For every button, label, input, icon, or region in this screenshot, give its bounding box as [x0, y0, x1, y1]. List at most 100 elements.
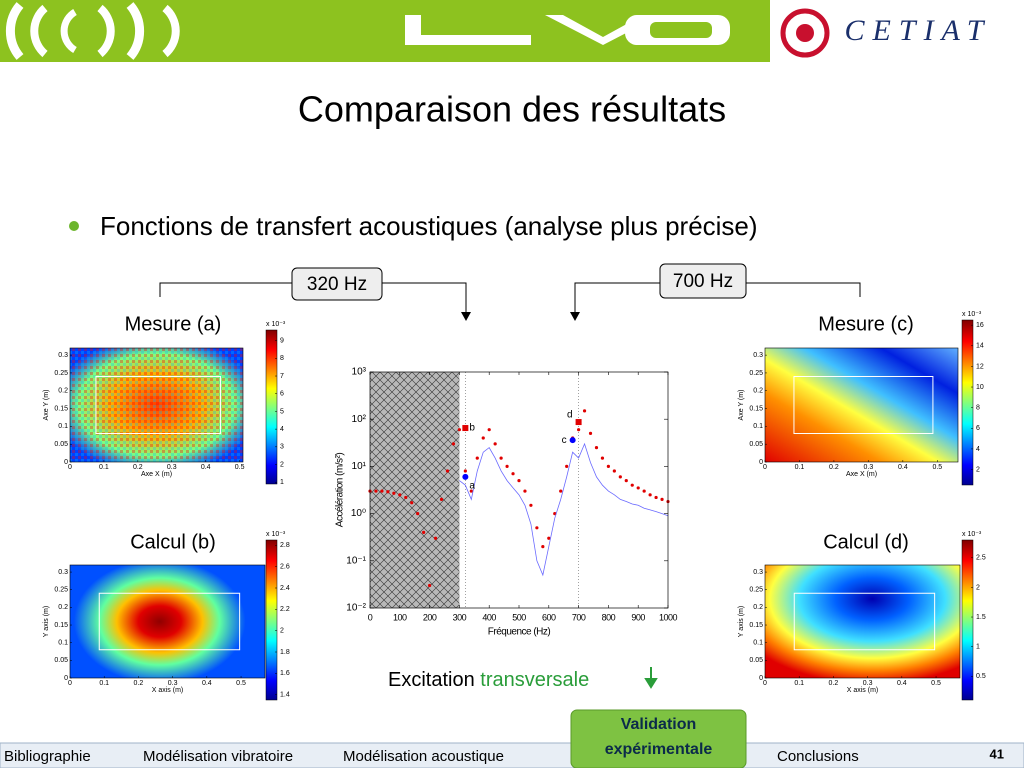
data-point [577, 428, 581, 432]
y-axis-label: Accélération (m/s²) [335, 453, 346, 528]
x-tick-label: 0.4 [201, 464, 211, 471]
x-tick-label: 200 [423, 612, 437, 622]
y-tick-label: 0.2 [753, 388, 763, 395]
plot-frame [69, 347, 244, 463]
marker-brackets [159, 282, 861, 312]
x-tick-label: 1000 [659, 612, 678, 622]
page-number: 41 [990, 746, 1004, 761]
colorbar-tick-label: 1 [280, 479, 284, 486]
nav-item[interactable]: Modélisation vibratoire [143, 748, 293, 765]
y-tick-label: 0.2 [58, 388, 68, 395]
colorbar-tick-label: 2.8 [280, 542, 290, 549]
colorbar-tick-label: 12 [976, 363, 984, 370]
data-point [463, 469, 467, 473]
data-point [654, 495, 658, 500]
data-point [660, 497, 664, 501]
colorbar [265, 539, 278, 701]
data-point [481, 436, 485, 440]
data-point [541, 544, 545, 549]
data-point [535, 526, 539, 530]
x-tick-label: 600 [542, 612, 556, 622]
colorbar-tick-label: 10 [976, 384, 984, 391]
nav-item[interactable]: Validation expérimentale [604, 716, 713, 758]
y-tick-label: 0.15 [749, 622, 763, 629]
y-tick-label: 0.25 [54, 370, 68, 377]
x-tick-label: 0.5 [235, 464, 245, 471]
heatmap-image [765, 348, 958, 462]
colorbar-tick-label: 2 [976, 466, 980, 473]
series-line [459, 442, 669, 577]
panel-title: Mesure (a) [125, 313, 222, 335]
plot-frame [369, 371, 669, 609]
y-tick-label: 0 [64, 675, 68, 682]
plot-frame [764, 347, 959, 463]
colorbar [265, 329, 278, 485]
x-tick-label: 0.5 [931, 680, 941, 687]
y-tick-label: 0.05 [749, 657, 763, 664]
heatmap-texture [70, 348, 243, 462]
data-point [428, 583, 432, 588]
data-point [422, 530, 426, 534]
y-tick-label: 0.05 [54, 441, 68, 448]
y-tick-label: 0.25 [749, 370, 763, 377]
x-tick-label: 400 [482, 612, 496, 622]
colorbar-tick-label: 1.5 [976, 614, 986, 621]
measure-zone [793, 376, 934, 434]
colorbar-tick-label: 6 [976, 425, 980, 432]
y-tick-label: 0.25 [54, 587, 68, 594]
x-tick-label: 0.3 [168, 680, 178, 687]
data-point [559, 489, 563, 493]
x-tick-label: 0.5 [932, 464, 942, 471]
colorbar-tick-label: 6 [280, 391, 284, 398]
plot-frame [69, 564, 266, 679]
y-tick-label: 10⁻² [346, 603, 366, 614]
colorbar-tick-label: 8 [280, 355, 284, 362]
colorbar-multiplier: x 10⁻³ [962, 531, 982, 538]
y-tick-label: 0 [759, 675, 763, 682]
x-tick-label: 0 [68, 464, 72, 471]
data-point [392, 491, 396, 495]
data-point [475, 456, 479, 460]
y-tick-label: 0.3 [753, 352, 763, 359]
colorbar-tick-label: 2 [976, 584, 980, 591]
x-tick-label: 900 [631, 612, 645, 622]
excitation-arrow [644, 667, 658, 689]
y-tick-label: 0.15 [749, 405, 763, 412]
marker-label: 700 Hz [673, 271, 733, 292]
cetiat-logo: CETIAT [845, 14, 992, 47]
x-tick-label: 0.2 [134, 680, 144, 687]
excitation-highlight: transversale [480, 669, 589, 691]
y-tick-label: 0.3 [58, 569, 68, 576]
data-point [505, 464, 509, 468]
nav-item[interactable]: Bibliographie [4, 748, 91, 765]
colorbar-tick-label: 2.5 [976, 555, 986, 562]
nav-item[interactable]: Conclusions [777, 748, 859, 765]
y-tick-label: 0.1 [58, 640, 68, 647]
lva-logo-arcs [5, 2, 180, 60]
data-point [612, 469, 616, 473]
nav-active-tab[interactable] [570, 709, 747, 768]
colorbar-tick-label: 16 [976, 322, 984, 329]
y-tick-label: 0.05 [54, 657, 68, 664]
colorbar-multiplier: x 10⁻³ [266, 531, 286, 538]
data-point [648, 493, 652, 497]
data-point [547, 536, 551, 540]
annotation-marker [569, 437, 576, 444]
bullet-text: Fonctions de transfert acoustiques (anal… [100, 211, 758, 241]
slide-title: Comparaison des résultats [298, 89, 726, 130]
heatmap-image [70, 565, 265, 678]
x-tick-label: 0.1 [795, 464, 805, 471]
data-point [380, 489, 384, 493]
data-point [618, 475, 622, 479]
x-axis-label: X axis (m) [847, 687, 879, 694]
y-tick-label: 0.15 [54, 405, 68, 412]
data-point [433, 536, 438, 540]
nav-item[interactable]: Modélisation acoustique [343, 748, 504, 765]
x-tick-label: 0.1 [99, 680, 109, 687]
y-tick-label: 10⁰ [351, 508, 366, 519]
y-tick-label: 0.1 [58, 423, 68, 430]
x-tick-label: 0.3 [864, 464, 874, 471]
y-axis-label: Y axis (m) [43, 606, 50, 637]
colorbar [961, 319, 974, 486]
nav-bar [0, 742, 1024, 768]
